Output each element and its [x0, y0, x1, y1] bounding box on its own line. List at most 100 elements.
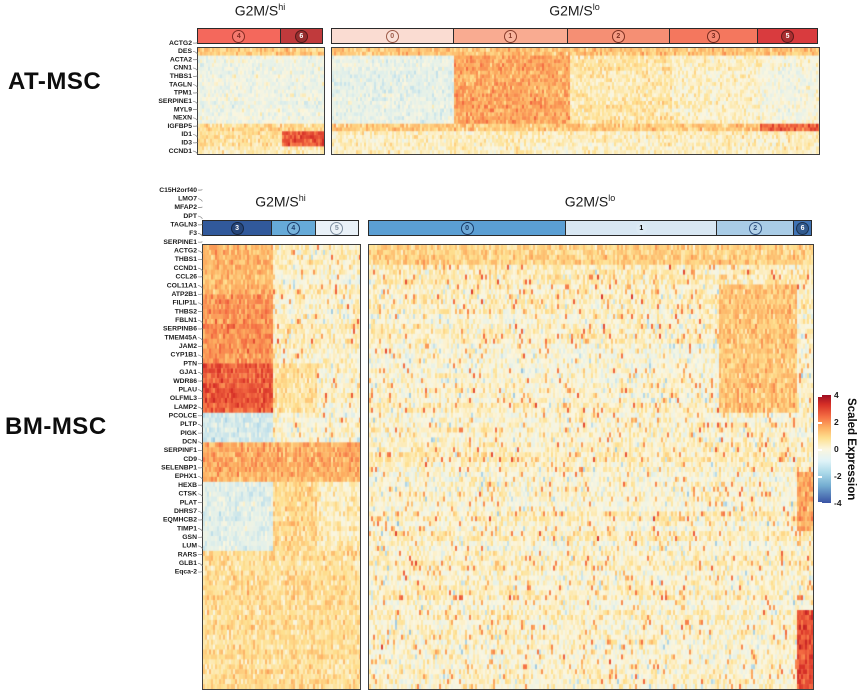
gene-label-DCN: DCN	[182, 439, 197, 446]
gene-label-ATP2B1: ATP2B1	[171, 291, 197, 298]
gene-label-TAGLN3: TAGLN3	[170, 222, 197, 229]
gene-label-SERPINF1: SERPINF1	[164, 447, 197, 454]
cluster-segment-2: 2	[568, 29, 670, 43]
gene-label-ID1: ID1	[181, 131, 192, 138]
leader-line	[197, 467, 203, 469]
leader-line	[197, 293, 203, 295]
cluster-number-badge: 6	[294, 29, 308, 43]
cluster-number-badge: 3	[230, 221, 244, 235]
leader-line	[192, 100, 198, 105]
gene-label-RARS: RARS	[178, 551, 198, 558]
cluster-segment-6: 6	[280, 29, 322, 43]
leader-line	[197, 406, 203, 410]
leader-line	[197, 276, 203, 278]
gene-label-DHRS7: DHRS7	[174, 508, 197, 515]
leader-line	[197, 476, 203, 480]
leader-line	[192, 42, 198, 44]
heatmap-canvas-at-lo	[332, 48, 819, 154]
cluster-segment-6: 6	[794, 221, 811, 235]
gene-label-SERPINE1: SERPINE1	[158, 98, 192, 105]
leader-line	[197, 484, 203, 486]
leader-line	[197, 371, 203, 376]
cluster-segment-3: 3	[203, 221, 273, 235]
cluster-number-badge: 5	[781, 29, 795, 43]
gene-label-IGFBP5: IGFBP5	[167, 123, 192, 130]
gene-label-TMEM45A: TMEM45A	[165, 334, 198, 341]
panel-label-at-msc: AT-MSC	[8, 68, 102, 95]
gene-label-ACTG2: ACTG2	[169, 40, 192, 47]
gene-label-EPHX1: EPHX1	[175, 473, 198, 480]
gene-label-PTN: PTN	[183, 360, 197, 367]
leader-line	[197, 519, 203, 521]
cluster-segment-5: 5	[315, 221, 358, 235]
heatmap-block-at-hi	[197, 47, 325, 155]
leader-line	[197, 536, 203, 538]
cluster-segment-2: 2	[717, 221, 795, 235]
cluster-segment-1: 1	[453, 29, 569, 43]
gene-label-CTSK: CTSK	[178, 491, 197, 498]
cluster-segment-0: 0	[332, 29, 454, 43]
bm-g2ms-hi-title: G2M/Shi	[255, 193, 306, 210]
cluster-number-badge: 0	[460, 221, 474, 235]
leader-line	[192, 142, 198, 144]
leader-line	[197, 250, 203, 254]
gene-label-NEXN: NEXN	[173, 115, 192, 122]
legend-title: Scaled Expression	[845, 397, 857, 501]
leader-line	[192, 150, 198, 155]
gene-label-C15H2orf40: C15H2orf40	[159, 187, 197, 194]
cluster-segment-3: 3	[669, 29, 759, 43]
cluster-number-badge: 5	[330, 221, 344, 235]
cluster-number-badge: 2	[748, 221, 762, 235]
gene-label-Eqca-2: Eqca-2	[175, 569, 198, 576]
gene-label-PIGK: PIGK	[180, 430, 197, 437]
gene-label-GSN: GSN	[182, 534, 197, 541]
heatmap-block-at-lo	[331, 47, 820, 155]
gene-label-ACTA2: ACTA2	[170, 56, 192, 63]
cluster-number-badge: 0	[385, 29, 399, 43]
gene-label-PLAU: PLAU	[178, 386, 197, 393]
gene-label-SERPINE1: SERPINE1	[163, 239, 197, 246]
leader-line	[197, 319, 203, 324]
at-g2ms-lo-title: G2M/Slo	[549, 2, 600, 19]
heatmap-canvas-bm-hi	[203, 245, 360, 689]
leader-line	[197, 267, 203, 272]
cluster-segment-5: 5	[758, 29, 817, 43]
legend-notch	[818, 476, 822, 478]
cluster-number-badge: 1	[635, 222, 647, 234]
gene-label-SERPINB6: SERPINB6	[163, 326, 197, 333]
gene-label-OLFML3: OLFML3	[170, 395, 197, 402]
cluster-number-badge: 1	[503, 29, 517, 43]
leader-line	[192, 108, 198, 110]
leader-line	[192, 50, 198, 55]
gene-label-CCND1: CCND1	[169, 148, 193, 155]
gene-label-LMO7: LMO7	[178, 195, 197, 202]
leader-line	[197, 362, 203, 365]
legend-notch	[818, 449, 822, 451]
leader-line	[197, 354, 203, 358]
heatmap-block-bm-hi	[202, 244, 361, 690]
gene-label-ACTG2: ACTG2	[174, 248, 197, 255]
legend-notch	[818, 502, 822, 504]
leader-line	[197, 328, 203, 330]
gene-label-CCL26: CCL26	[175, 274, 197, 281]
leader-line	[197, 337, 203, 341]
leader-line	[197, 380, 203, 382]
heatmap-block-bm-lo	[368, 244, 814, 690]
cluster-segment-4: 4	[198, 29, 281, 43]
gene-label-CCND1: CCND1	[174, 265, 198, 272]
cluster-number-badge: 2	[611, 29, 625, 43]
leader-line	[197, 345, 203, 347]
cluster-number-badge: 6	[796, 221, 810, 235]
gene-label-LAMP2: LAMP2	[174, 404, 197, 411]
gene-label-MFAP2: MFAP2	[174, 204, 197, 211]
leader-line	[197, 562, 203, 567]
leader-line	[192, 84, 198, 88]
cluster-number-badge: 4	[232, 29, 246, 43]
leader-line	[197, 528, 203, 532]
leader-line	[197, 302, 203, 306]
leader-line	[197, 285, 203, 289]
gene-label-GLB1: GLB1	[179, 560, 197, 567]
legend-tick-2: 2	[834, 417, 839, 427]
